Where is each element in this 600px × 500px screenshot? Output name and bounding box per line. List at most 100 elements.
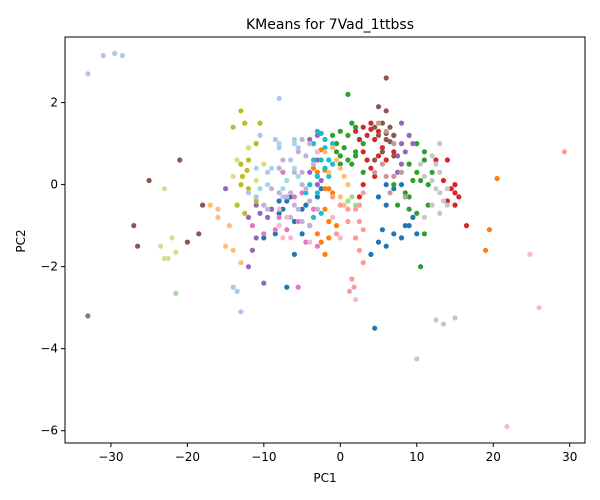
point-cluster-13-9 bbox=[360, 260, 366, 266]
point-cluster-7-0 bbox=[85, 313, 91, 319]
point-cluster-0-20 bbox=[391, 231, 397, 237]
point-cluster-14-8 bbox=[303, 186, 309, 192]
point-cluster-1-3 bbox=[326, 218, 332, 225]
y-tick-label: −2 bbox=[40, 260, 58, 274]
point-cluster-4-2 bbox=[245, 214, 252, 220]
x-tick-label: 0 bbox=[336, 450, 344, 464]
point-cluster-9-6 bbox=[322, 165, 328, 171]
point-cluster-16-6 bbox=[330, 214, 336, 220]
point-cluster-2-26 bbox=[414, 210, 420, 216]
point-cluster-3-13 bbox=[383, 157, 389, 163]
point-cluster-0-18 bbox=[375, 239, 382, 245]
point-cluster-0-0 bbox=[276, 198, 282, 204]
x-tick-label: 30 bbox=[562, 450, 577, 464]
point-cluster-2-33 bbox=[333, 149, 340, 155]
point-cluster-9-5 bbox=[310, 157, 317, 163]
point-cluster-5-4 bbox=[387, 124, 393, 130]
point-cluster-14-18 bbox=[265, 206, 271, 212]
point-cluster-2-29 bbox=[425, 202, 431, 208]
point-cluster-13-11 bbox=[351, 284, 357, 290]
point-cluster-8-7 bbox=[242, 120, 248, 126]
point-cluster-17-12 bbox=[433, 317, 439, 323]
point-cluster-12-3 bbox=[353, 202, 359, 208]
point-cluster-3-14 bbox=[391, 149, 397, 155]
point-cluster-14-4 bbox=[310, 161, 317, 167]
point-cluster-16-5 bbox=[314, 149, 320, 155]
point-cluster-17-9 bbox=[429, 202, 435, 208]
point-cluster-6-1 bbox=[261, 231, 267, 237]
point-cluster-13-15 bbox=[333, 231, 340, 237]
point-cluster-0-13 bbox=[299, 206, 305, 212]
point-cluster-12-0 bbox=[173, 290, 179, 296]
point-cluster-17-11 bbox=[444, 186, 450, 192]
point-cluster-17-14 bbox=[452, 315, 458, 321]
point-cluster-11-13 bbox=[333, 157, 340, 163]
point-cluster-0-32 bbox=[280, 206, 286, 212]
point-cluster-15-7 bbox=[402, 194, 408, 200]
point-cluster-4-22 bbox=[398, 161, 405, 167]
point-cluster-9-4 bbox=[318, 157, 324, 163]
point-cluster-0-27 bbox=[398, 182, 405, 188]
point-cluster-9-7 bbox=[326, 173, 332, 179]
point-cluster-8-2 bbox=[253, 198, 259, 204]
point-cluster-1-16 bbox=[326, 186, 332, 192]
point-cluster-3-3 bbox=[375, 128, 382, 134]
point-cluster-0-5 bbox=[272, 231, 278, 237]
point-cluster-18-0 bbox=[161, 186, 167, 192]
point-cluster-5-9 bbox=[372, 157, 378, 163]
point-cluster-3-7 bbox=[364, 157, 370, 163]
point-cluster-13-0 bbox=[561, 149, 568, 155]
chart-title: KMeans for 7Vad_1ttbss bbox=[246, 17, 414, 33]
point-cluster-16-4 bbox=[288, 235, 294, 241]
point-cluster-18-6 bbox=[230, 173, 236, 179]
point-cluster-14-5 bbox=[291, 169, 297, 175]
y-tick-label: 0 bbox=[50, 178, 58, 192]
point-cluster-6-9 bbox=[291, 194, 297, 200]
point-cluster-11-12 bbox=[326, 169, 332, 175]
point-cluster-5-7 bbox=[383, 136, 389, 143]
point-cluster-0-16 bbox=[372, 325, 378, 331]
point-cluster-11-3 bbox=[226, 223, 232, 229]
point-cluster-15-0 bbox=[375, 120, 382, 126]
x-tick-label: −30 bbox=[98, 450, 123, 464]
point-cluster-15-6 bbox=[379, 161, 385, 167]
point-cluster-1-0 bbox=[322, 186, 328, 192]
point-cluster-4-23 bbox=[307, 136, 313, 143]
y-axis-label: PC2 bbox=[14, 229, 28, 252]
point-cluster-13-10 bbox=[349, 276, 355, 282]
point-cluster-1-6 bbox=[314, 231, 320, 237]
point-cluster-9-13 bbox=[314, 190, 320, 196]
point-cluster-2-13 bbox=[341, 145, 347, 151]
point-cluster-13-4 bbox=[353, 206, 359, 212]
point-cluster-13-12 bbox=[346, 288, 353, 294]
point-cluster-2-2 bbox=[345, 132, 351, 138]
point-cluster-5-20 bbox=[177, 157, 183, 163]
point-cluster-2-22 bbox=[410, 177, 416, 184]
point-cluster-5-1 bbox=[375, 104, 382, 110]
y-tick-label: −4 bbox=[40, 342, 58, 356]
point-cluster-5-10 bbox=[391, 153, 397, 159]
point-cluster-4-12 bbox=[318, 177, 324, 184]
point-cluster-0-17 bbox=[379, 227, 385, 233]
point-cluster-6-11 bbox=[310, 206, 317, 212]
point-cluster-2-6 bbox=[360, 141, 366, 147]
point-cluster-2-15 bbox=[395, 202, 401, 208]
point-cluster-4-19 bbox=[406, 132, 412, 138]
x-tick-label: 20 bbox=[486, 450, 501, 464]
point-cluster-15-3 bbox=[391, 173, 397, 179]
point-cluster-2-16 bbox=[406, 161, 412, 167]
point-cluster-10-16 bbox=[253, 194, 259, 200]
point-cluster-9-17 bbox=[330, 161, 336, 167]
point-cluster-0-31 bbox=[276, 210, 282, 216]
point-cluster-11-5 bbox=[230, 247, 236, 253]
point-cluster-10-10 bbox=[288, 157, 294, 163]
point-cluster-10-15 bbox=[238, 309, 244, 315]
point-cluster-19-7 bbox=[291, 141, 297, 147]
point-cluster-17-2 bbox=[433, 161, 439, 167]
point-cluster-18-10 bbox=[253, 177, 259, 184]
point-cluster-11-6 bbox=[238, 260, 244, 266]
point-cluster-4-10 bbox=[314, 157, 320, 163]
point-cluster-17-5 bbox=[429, 177, 435, 184]
point-cluster-18-8 bbox=[245, 145, 252, 151]
point-cluster-1-15 bbox=[310, 165, 317, 171]
